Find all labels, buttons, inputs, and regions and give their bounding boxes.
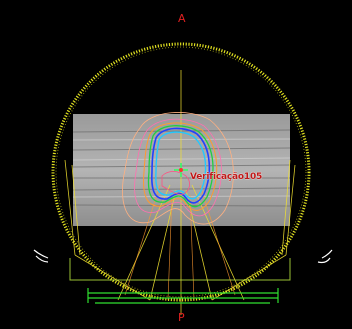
- isodose-lines: [122, 112, 234, 225]
- roi-label: Verificação105: [190, 172, 263, 182]
- gantry-ring: [51, 42, 311, 302]
- treatment-couch: [87, 288, 279, 304]
- orientation-label-anterior: A: [178, 12, 186, 25]
- laser-markers: [33, 249, 333, 264]
- orientation-label-posterior: P: [178, 311, 185, 324]
